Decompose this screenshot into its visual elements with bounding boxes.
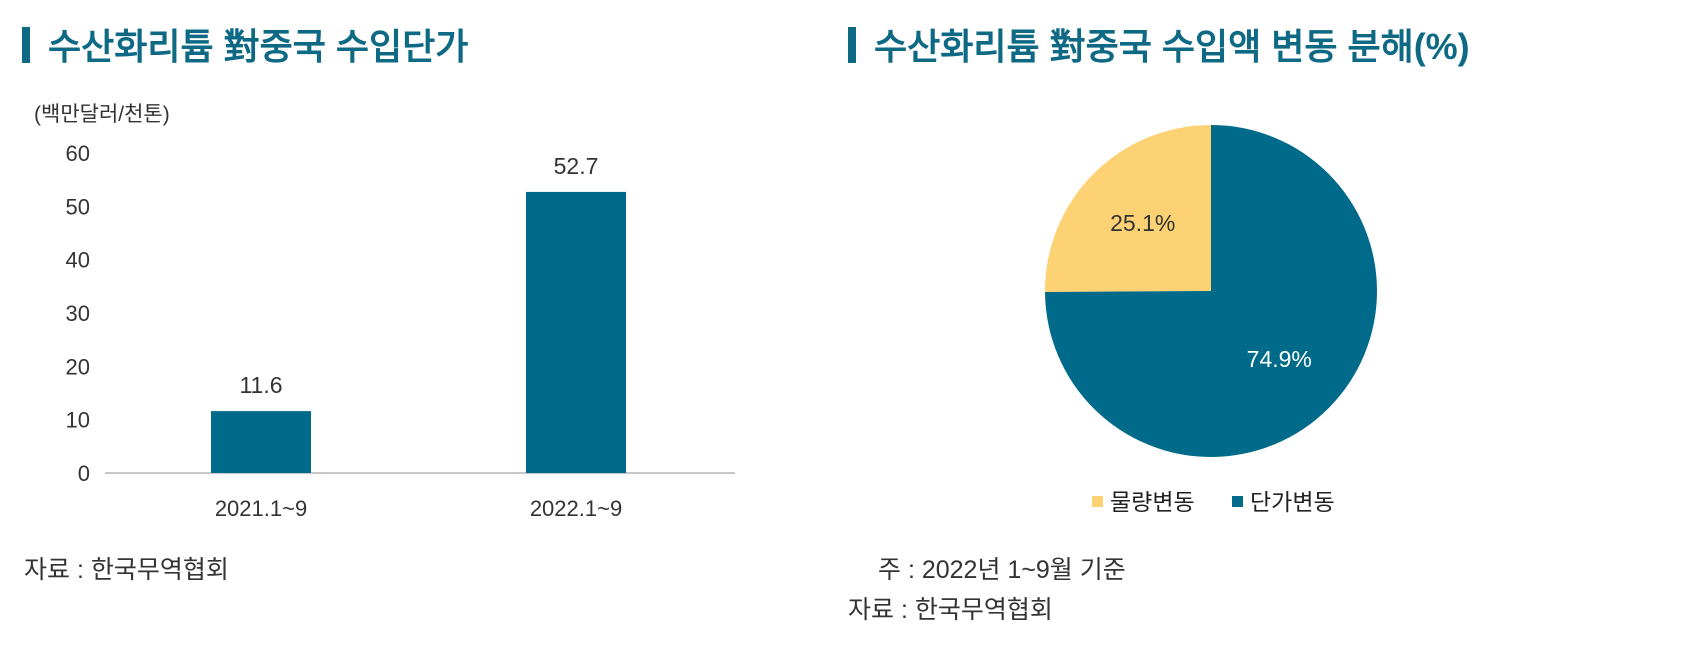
y-tick-label: 50 [66,194,90,219]
bar-value-label: 11.6 [239,372,282,398]
x-tick-label: 2022.1~9 [530,496,622,521]
bar-source: 자료 : 한국무역협회 [24,556,229,584]
legend-label: 단가변동 [1250,489,1335,515]
y-tick-label: 20 [66,354,90,379]
y-tick-label: 60 [66,141,90,166]
pie-value-label: 74.9% [1247,346,1312,372]
pie-source: 자료 : 한국무역협회 [848,596,1053,624]
legend-swatch [1232,496,1243,507]
y-axis-unit: (백만달러/천톤) [34,103,170,126]
y-tick-label: 30 [66,301,90,326]
pie-slice [1045,125,1211,293]
pie-value-label: 25.1% [1110,210,1175,236]
bar [211,411,311,473]
pie-chart-title: 수산화리튬 對중국 수입액 변동 분해(%) [848,18,1470,70]
bar-value-label: 52.7 [554,153,599,179]
bar [526,191,626,473]
title-accent [848,27,856,63]
title-accent [22,27,30,63]
pie-chart-title-text: 수산화리튬 對중국 수입액 변동 분해(%) [874,26,1470,67]
legend-label: 물량변동 [1110,489,1195,515]
pie-slice [1045,125,1377,458]
bar-chart-title: 수산화리튬 對중국 수입단가 [22,18,468,70]
x-tick-label: 2021.1~9 [215,496,307,521]
bar-chart-title-text: 수산화리튬 對중국 수입단가 [48,26,469,67]
pie-note: 주 : 2022년 1~9월 기준 [878,556,1126,584]
y-tick-label: 40 [66,248,90,273]
y-tick-label: 10 [66,408,90,433]
y-tick-label: 0 [78,461,90,486]
legend-swatch [1092,496,1103,507]
